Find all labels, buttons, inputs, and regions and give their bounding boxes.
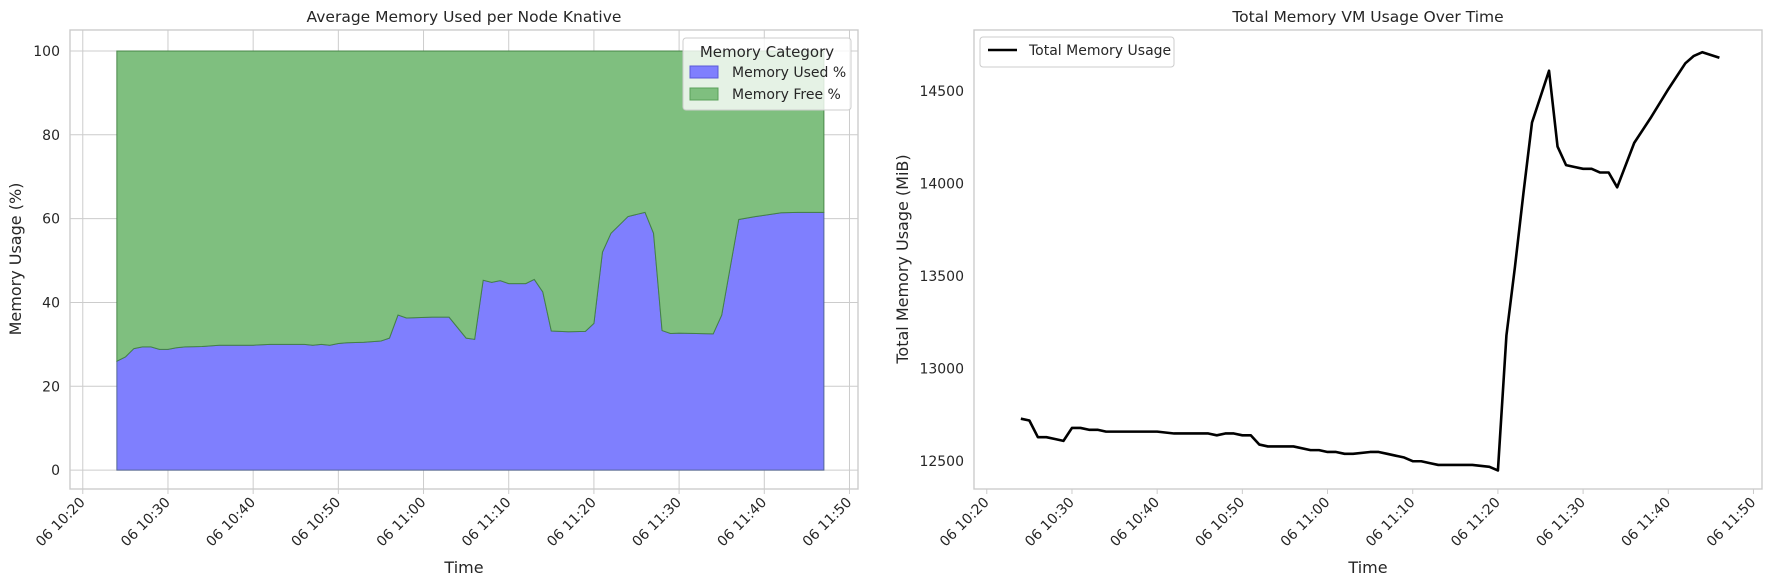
x-tick-label: 06 11:40: [1619, 495, 1675, 551]
x-tick-label: 06 11:30: [1533, 495, 1589, 551]
y-tick-label: 20: [42, 379, 60, 395]
area-series-memory-free: [116, 50, 825, 362]
y-tick-label: 60: [42, 212, 60, 228]
legend-label-memory-free: Memory Free %: [732, 87, 841, 103]
x-tick-label: 06 10:50: [1193, 495, 1249, 551]
line-series-total-memory-usage: [1020, 50, 1720, 472]
legend-swatch-memory-free: [689, 87, 719, 101]
x-tick-label: 06 10:40: [1107, 495, 1163, 551]
left-areas: [116, 50, 825, 471]
x-tick-label: 06 10:30: [118, 495, 174, 551]
x-tick-label: 06 11:10: [459, 495, 515, 551]
x-tick-label: 06 11:30: [629, 495, 685, 551]
left-legend-box: [682, 37, 852, 111]
x-tick-label: 06 11:50: [1704, 495, 1760, 551]
left-chart-title: Average Memory Used per Node Knative: [307, 8, 622, 26]
x-tick-label: 06 10:40: [203, 495, 259, 551]
x-tick-label: 06 11:50: [800, 495, 856, 551]
x-tick-label: 06 11:00: [374, 495, 430, 551]
right-legend-box: [979, 36, 1175, 68]
x-tick-label: 06 11:20: [1448, 495, 1504, 551]
x-tick-label: 06 10:20: [33, 495, 89, 551]
right-chart-title: Total Memory VM Usage Over Time: [1231, 8, 1503, 26]
y-tick-label: 100: [33, 44, 60, 60]
right-legend: Total Memory Usage: [979, 36, 1175, 68]
y-tick-label: 14000: [919, 177, 964, 193]
right-y-axis-label: Total Memory Usage (MiB): [893, 154, 912, 364]
right-x-axis-label: Time: [1347, 558, 1387, 577]
y-tick-label: 0: [51, 463, 60, 479]
x-tick-label: 06 11:10: [1363, 495, 1419, 551]
y-tick-label: 80: [42, 128, 60, 144]
left-legend: Memory Category Memory Used % Memory Fre…: [682, 37, 852, 111]
x-tick-label: 06 11:20: [544, 495, 600, 551]
left-y-ticks: 0 20 40 60 80 100: [33, 44, 60, 479]
x-tick-label: 06 11:00: [1278, 495, 1334, 551]
x-tick-label: 06 10:30: [1022, 495, 1078, 551]
legend-label-total-memory: Total Memory Usage: [1028, 43, 1171, 59]
left-x-ticks: 06 10:20 06 10:30 06 10:40 06 10:50 06 11:00…: [33, 489, 855, 550]
x-tick-label: 06 11:40: [715, 495, 771, 551]
right-line-layer: [1020, 50, 1720, 472]
left-axes-frame: [69, 29, 859, 490]
x-tick-label: 06 10:50: [289, 495, 345, 551]
right-axes-frame: [973, 29, 1763, 490]
left-y-axis-label: Memory Usage (%): [6, 183, 25, 336]
y-tick-label: 13000: [919, 362, 964, 378]
x-tick-label: 06 10:20: [937, 495, 993, 551]
right-x-ticks: 06 10:20 06 10:30 06 10:40 06 10:50 06 11:00…: [937, 489, 1759, 550]
left-x-axis-label: Time: [443, 558, 483, 577]
y-tick-label: 13500: [919, 269, 964, 285]
y-tick-label: 40: [42, 295, 60, 311]
y-tick-label: 12500: [919, 454, 964, 470]
y-tick-label: 14500: [919, 84, 964, 100]
right-y-ticks: 12500 13000 13500 14000 14500: [919, 84, 964, 470]
legend-label-memory-used: Memory Used %: [732, 65, 846, 81]
legend-swatch-memory-used: [689, 65, 719, 79]
left-legend-title: Memory Category: [700, 43, 834, 61]
